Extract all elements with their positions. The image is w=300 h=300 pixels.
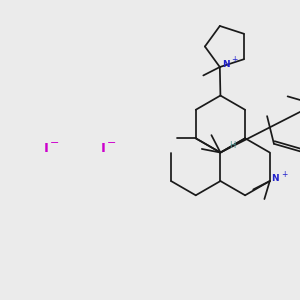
Text: −: − [50, 138, 60, 148]
Text: I: I [101, 142, 106, 155]
Text: −: − [107, 138, 117, 148]
Text: N: N [222, 59, 229, 68]
Text: N: N [271, 174, 278, 183]
Text: +: + [232, 55, 238, 64]
Text: H: H [229, 141, 235, 150]
Text: +: + [282, 170, 288, 179]
Text: I: I [44, 142, 49, 155]
